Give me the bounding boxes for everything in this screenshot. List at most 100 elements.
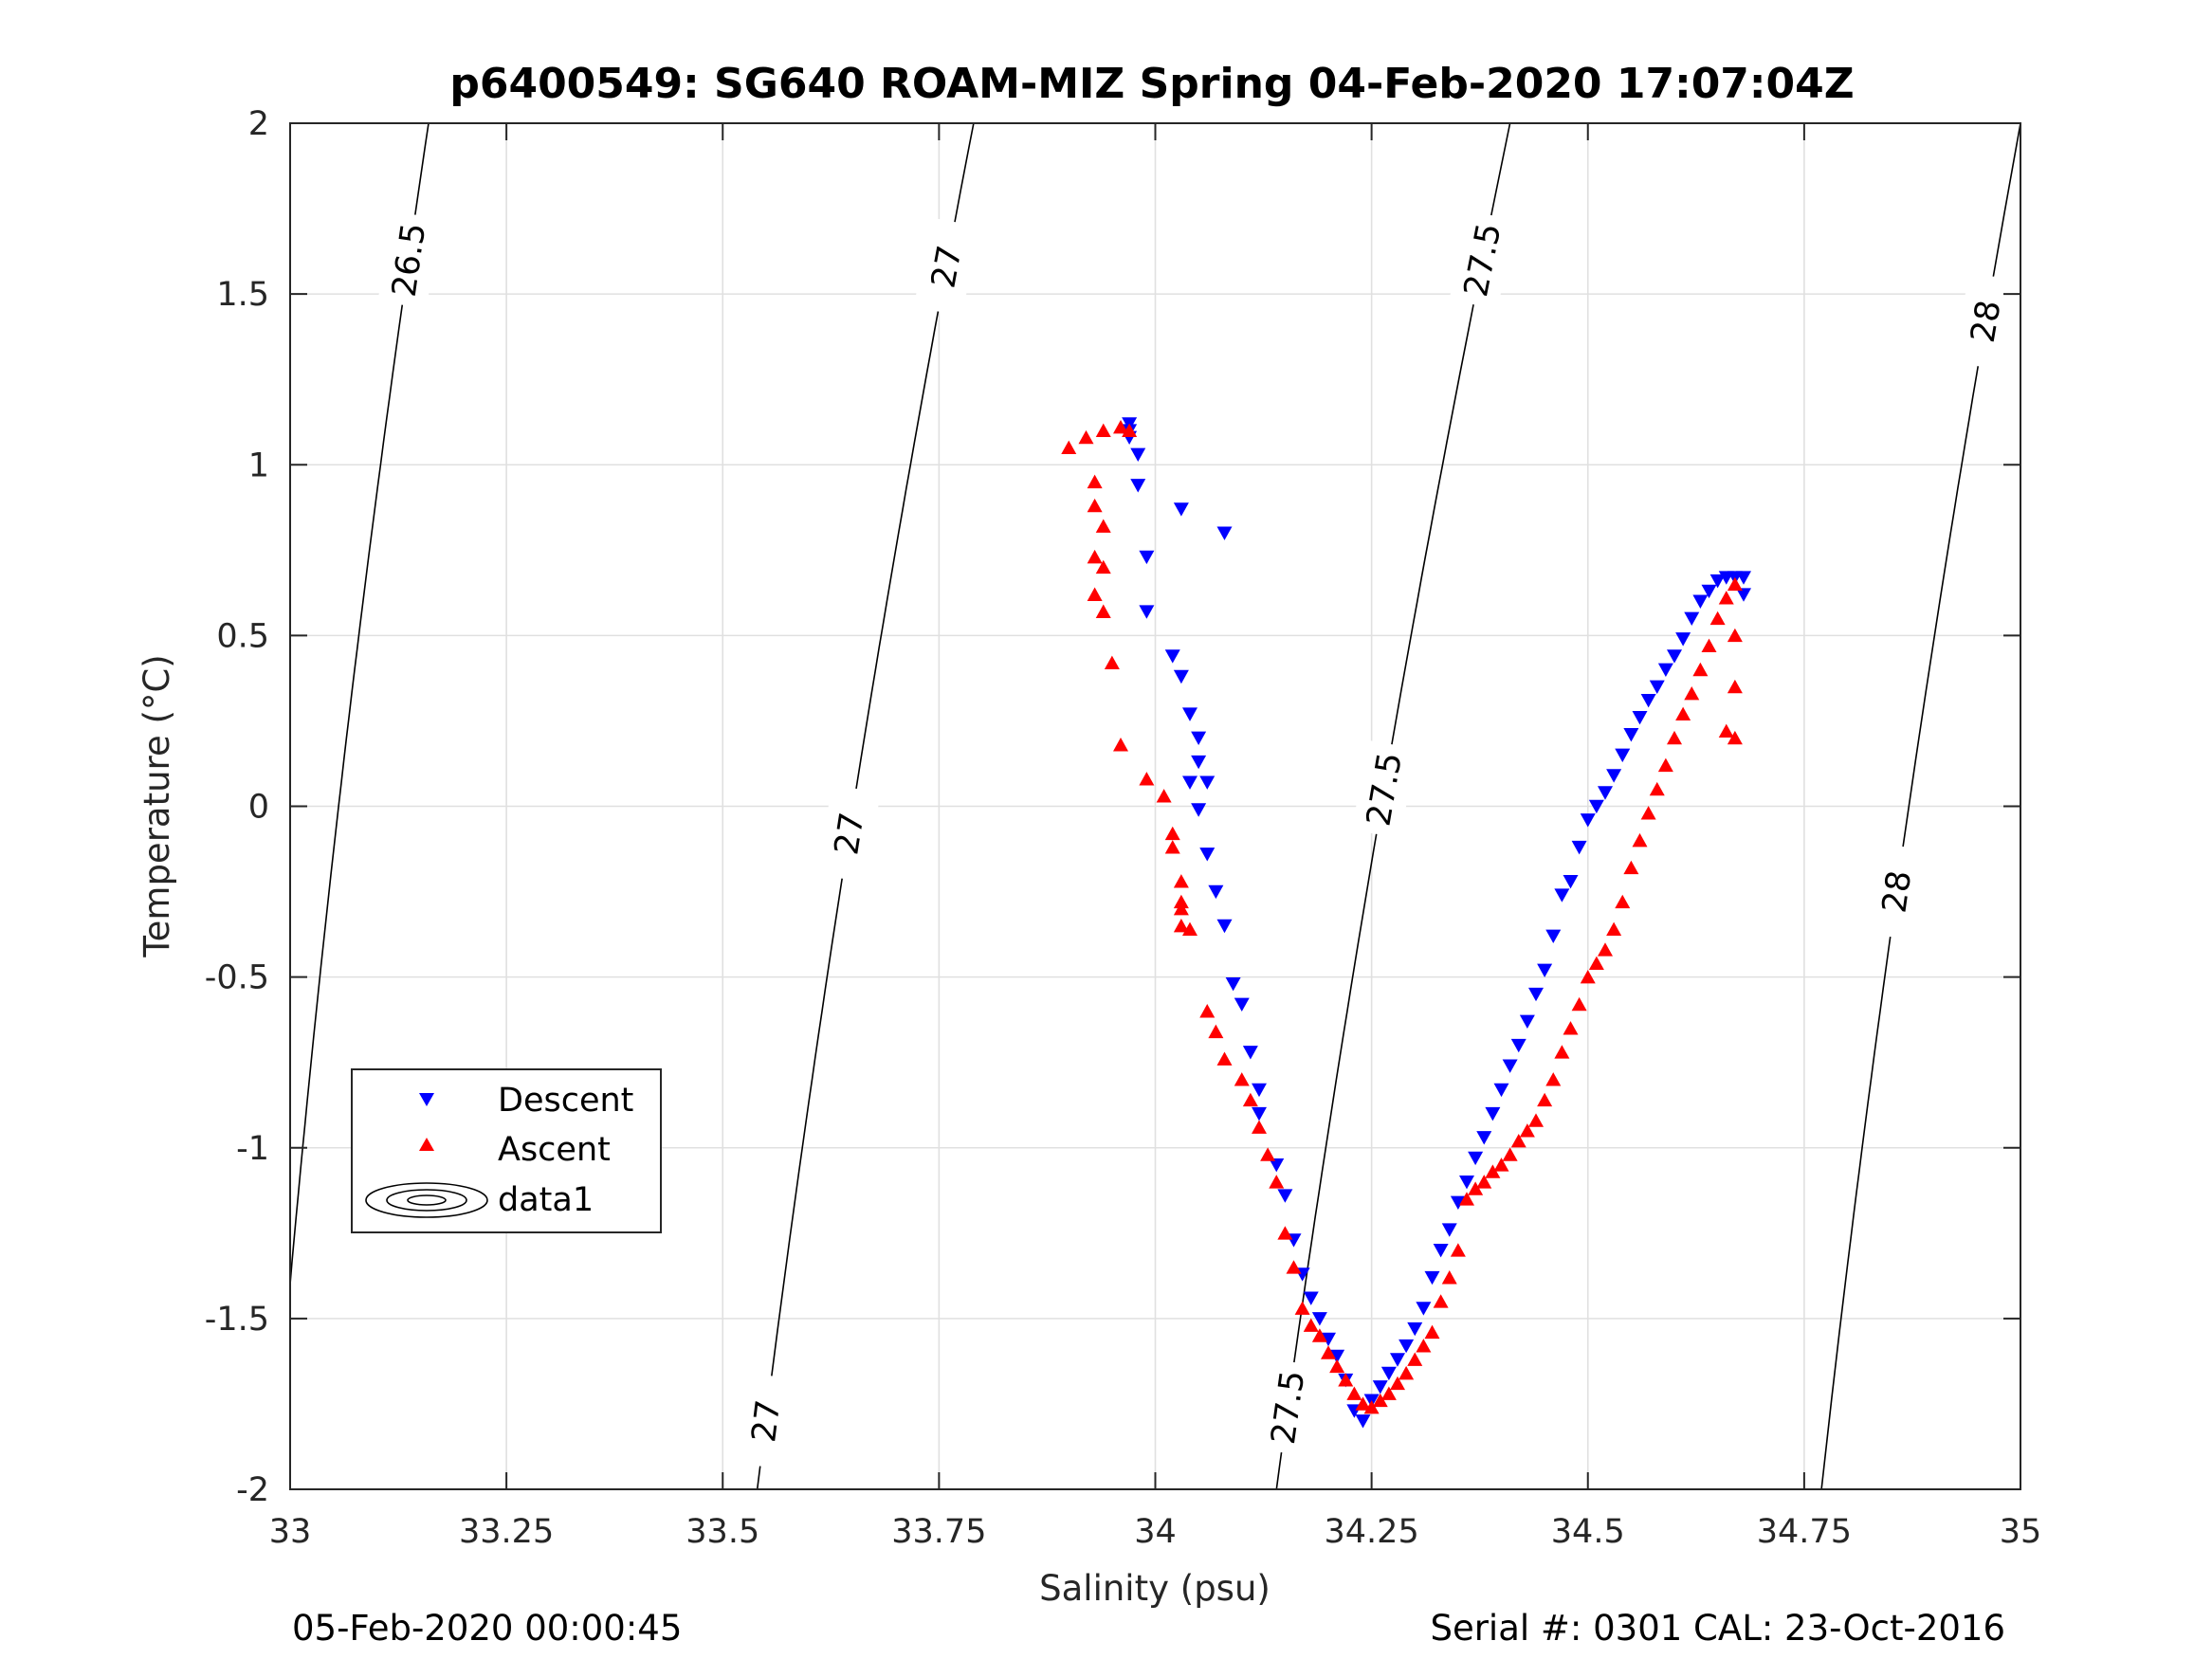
ascent-point — [1372, 1393, 1388, 1408]
ascent-point — [1554, 1045, 1570, 1059]
descent-point — [1657, 663, 1673, 677]
descent-point — [1139, 605, 1155, 619]
descent-point — [1225, 977, 1241, 992]
descent-point — [1311, 1312, 1327, 1326]
ascent-point — [1269, 1175, 1285, 1189]
ascent-point — [1615, 894, 1631, 909]
ascent-point — [1346, 1386, 1362, 1400]
grid — [290, 123, 2020, 1489]
descent-point — [1398, 1339, 1415, 1354]
descent-point — [1640, 694, 1656, 708]
ascent-point — [1242, 1092, 1258, 1107]
x-tick-label: 33 — [269, 1513, 312, 1551]
ascent-point — [1692, 662, 1709, 677]
ascent-point — [1640, 806, 1656, 820]
ascent-point — [1459, 1192, 1474, 1206]
descent-point — [1632, 711, 1648, 725]
x-tick-label: 34.25 — [1325, 1513, 1419, 1551]
descent-point — [1208, 884, 1224, 900]
descent-point — [1537, 963, 1553, 978]
descent-point — [1416, 1302, 1432, 1316]
y-tick-label: -1 — [236, 1130, 269, 1168]
x-tick-label: 33.25 — [459, 1513, 554, 1551]
contour-label-gap — [913, 217, 979, 317]
ascent-point — [1173, 918, 1189, 933]
descent-point — [1130, 447, 1146, 463]
ascent-point — [1632, 832, 1648, 848]
ascent-point — [1598, 942, 1613, 957]
legend-box — [351, 1068, 662, 1233]
contour-label-gap — [1865, 843, 1928, 940]
footer-serial-cal: Serial #: 0301 CAL: 23-Oct-2016 — [1430, 1608, 2005, 1649]
descent-point — [1571, 840, 1587, 855]
descent-point — [1615, 748, 1631, 763]
ascent-point — [1164, 826, 1180, 841]
ascent-point — [1468, 1181, 1484, 1195]
ascent-point — [1095, 423, 1111, 438]
x-axis-label: Salinity (psu) — [1039, 1568, 1271, 1609]
descent-point — [1424, 1270, 1440, 1285]
ascent-point — [1311, 1328, 1327, 1342]
contour-label: 27 — [828, 810, 871, 857]
descent-point — [1588, 799, 1604, 814]
ascent-point — [1087, 498, 1103, 513]
ascent-point — [1623, 860, 1639, 875]
ascent-point — [1182, 921, 1197, 936]
descent-point — [1493, 1083, 1509, 1098]
descent-point — [1216, 919, 1233, 934]
isopycnal-26.5 — [289, 122, 430, 1489]
ascent-point — [1113, 738, 1128, 752]
descent-point — [1277, 1189, 1293, 1203]
ascent-point — [1684, 686, 1700, 701]
descent-point — [1606, 769, 1622, 783]
ascent-point — [1087, 474, 1103, 489]
descent-point — [1216, 526, 1233, 540]
legend: Descent Ascent data1 — [351, 1068, 662, 1233]
descent-point — [1510, 1038, 1526, 1053]
descent-point — [1736, 588, 1751, 602]
ascent-point — [1441, 1270, 1457, 1285]
ascent-point — [1416, 1339, 1432, 1353]
footer-date: 05-Feb-2020 00:00:45 — [292, 1608, 682, 1649]
contour-label: 28 — [1875, 868, 1919, 916]
y-tick-label: -1.5 — [205, 1301, 269, 1339]
ascent-point — [1087, 549, 1103, 564]
contour-label-gap — [1449, 210, 1516, 310]
legend-contour-icon — [365, 1182, 488, 1218]
descent-point — [1433, 1244, 1449, 1258]
y-tick-label: 1 — [248, 447, 269, 484]
descent-point — [1468, 1151, 1484, 1166]
descent-point — [1667, 649, 1682, 664]
ascent-point — [1286, 1260, 1302, 1274]
descent-point — [1459, 1175, 1474, 1190]
legend-descent-label: Descent — [498, 1082, 633, 1120]
ascent-point — [1303, 1318, 1319, 1332]
descent-point — [1242, 1046, 1258, 1060]
ascent-point — [1294, 1301, 1310, 1315]
ascent-point — [1701, 638, 1717, 652]
descent-point — [1173, 669, 1189, 684]
descent-point — [1321, 1332, 1336, 1347]
ascent-point — [1649, 781, 1665, 796]
ascent-point — [1095, 559, 1111, 574]
y-tick-label: 2 — [248, 105, 269, 143]
ascent-point — [1104, 655, 1120, 669]
ascent-point — [1095, 604, 1111, 618]
ascent-point — [1252, 1120, 1267, 1134]
ascent-point — [1087, 587, 1103, 601]
ascent-point — [1380, 1386, 1397, 1400]
ascent-point — [1502, 1147, 1518, 1161]
contour-label-gap — [377, 210, 440, 309]
descent-point — [1390, 1353, 1405, 1367]
descent-point — [1407, 1322, 1423, 1337]
descent-point — [1675, 632, 1691, 647]
descent-point — [1191, 755, 1207, 770]
descent-point — [1545, 929, 1562, 943]
descent-point — [1649, 680, 1665, 695]
ascent-point — [1390, 1376, 1405, 1391]
descent-point — [1234, 997, 1250, 1012]
descent-point — [1709, 574, 1726, 589]
contour-label-gap — [817, 784, 881, 883]
